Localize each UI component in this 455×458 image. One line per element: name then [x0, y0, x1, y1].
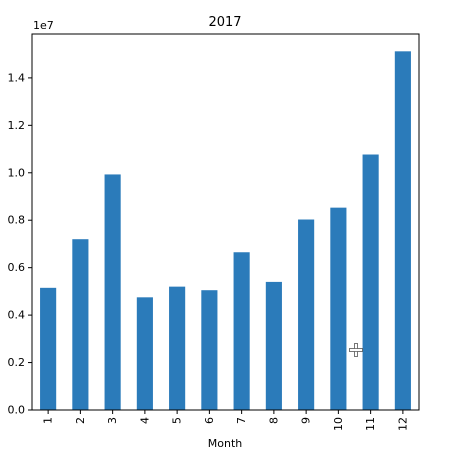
y-tick-label: 1.4	[8, 71, 26, 84]
x-tick-label: 11	[364, 417, 377, 431]
x-tick-label: 7	[235, 417, 248, 424]
bar-month-6	[201, 290, 218, 410]
y-tick-label: 0.4	[8, 309, 26, 322]
y-tick-label: 1.0	[8, 166, 26, 179]
bar-month-12	[394, 51, 411, 410]
bar-month-11	[362, 154, 379, 410]
bar-month-1	[40, 287, 57, 410]
x-tick-label: 12	[396, 417, 409, 431]
x-tick-label: 6	[203, 417, 216, 424]
y-tick-label: 1.2	[8, 119, 26, 132]
bar-month-7	[233, 252, 250, 410]
bar-month-10	[330, 207, 347, 410]
x-tick-label: 10	[332, 417, 345, 431]
bar-month-8	[265, 281, 282, 410]
y-tick-label: 0.6	[8, 261, 26, 274]
y-axis-offset-label: 1e7	[33, 19, 54, 32]
plot-frame	[31, 33, 420, 411]
y-tick-label: 0.0	[8, 404, 26, 417]
x-tick-label: 3	[106, 417, 119, 424]
x-tick-label: 5	[171, 417, 184, 424]
chart-title: 2017	[208, 15, 241, 30]
x-tick-label: 2	[74, 417, 87, 424]
bar-month-3	[104, 174, 121, 410]
y-tick-label: 0.2	[8, 356, 26, 369]
x-axis-label: Month	[208, 437, 243, 450]
bar-month-5	[169, 286, 186, 410]
bars-group	[40, 51, 411, 410]
x-tick-label: 1	[42, 417, 55, 424]
x-tick-label: 8	[267, 417, 280, 424]
bar-month-4	[136, 297, 153, 410]
x-tick-label: 4	[138, 417, 151, 424]
x-tick-label: 9	[300, 417, 313, 424]
move-cursor-icon	[349, 343, 363, 357]
bar-month-9	[298, 219, 315, 410]
y-tick-label: 0.8	[8, 214, 26, 227]
ticks-group: 1 2 3 4 5 6 7 8 9 10 11 120.00.20.40.60.81.01.21.4	[8, 71, 410, 431]
bar-month-2	[72, 239, 89, 410]
